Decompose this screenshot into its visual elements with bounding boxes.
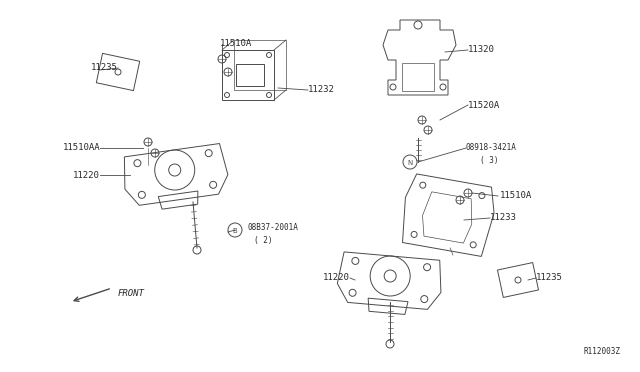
Text: N: N — [408, 160, 413, 166]
Text: ( 3): ( 3) — [480, 155, 499, 164]
Text: 11510A: 11510A — [220, 39, 252, 48]
Text: 11220: 11220 — [73, 170, 100, 180]
Text: ( 2): ( 2) — [254, 235, 273, 244]
Text: 11235: 11235 — [91, 64, 118, 73]
Text: 11220: 11220 — [323, 273, 350, 282]
Text: 11520A: 11520A — [468, 100, 500, 109]
Text: 11510AA: 11510AA — [62, 144, 100, 153]
Text: 11320: 11320 — [468, 45, 495, 55]
Text: 11232: 11232 — [308, 86, 335, 94]
Text: R112003Z: R112003Z — [583, 347, 620, 356]
Text: B: B — [232, 228, 237, 234]
Text: FRONT: FRONT — [118, 289, 145, 298]
Text: 11510A: 11510A — [500, 192, 532, 201]
Text: 08B37-2001A: 08B37-2001A — [248, 224, 299, 232]
Text: 08918-3421A: 08918-3421A — [466, 144, 517, 153]
Text: 11235: 11235 — [536, 273, 563, 282]
Text: 11233: 11233 — [490, 214, 517, 222]
